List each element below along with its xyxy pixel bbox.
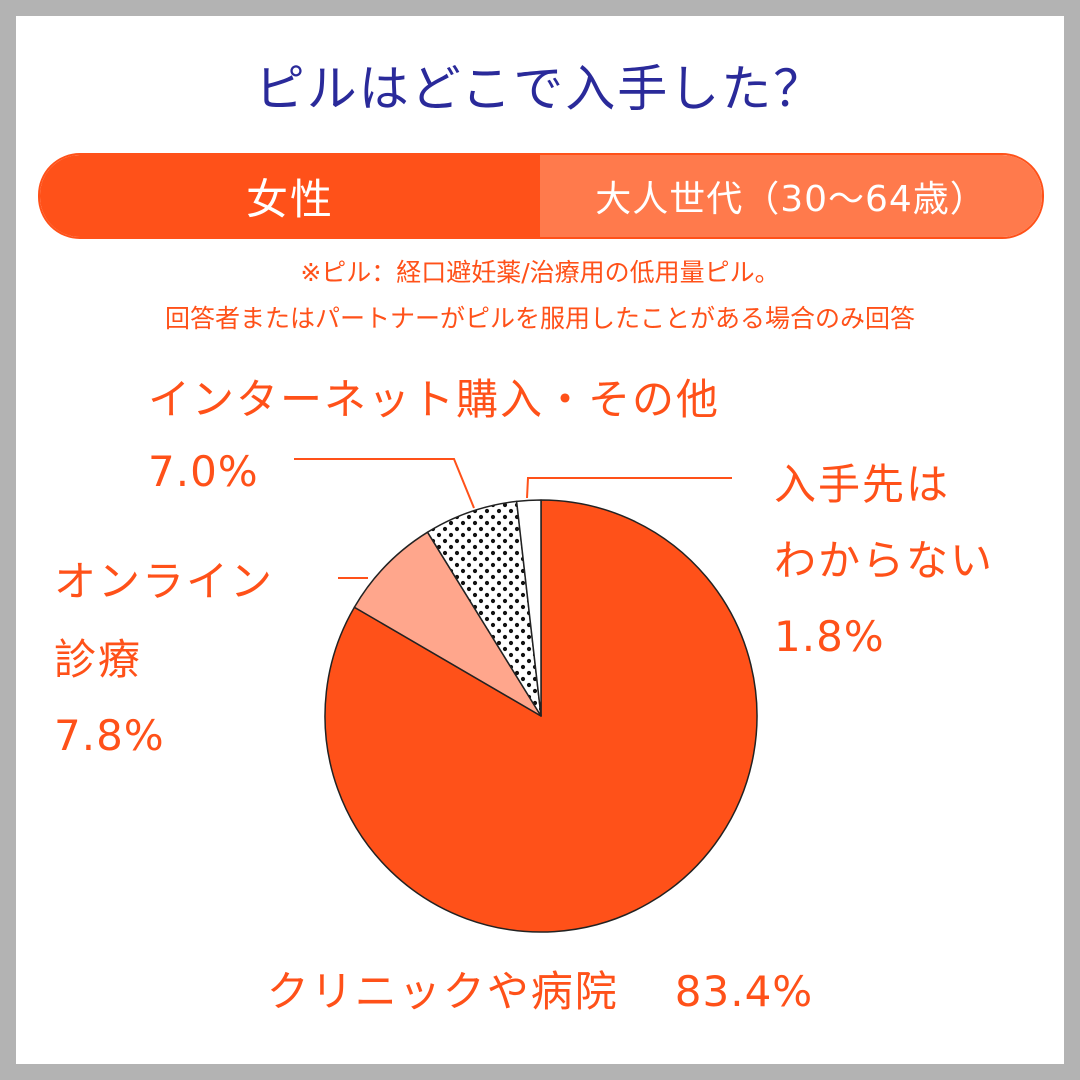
label-unknown-name-1: 入手先は	[774, 460, 951, 509]
footnote-definition: ※ピル：経口避妊薬/治療用の低用量ピル。	[300, 258, 780, 287]
label-internet-value: 7.0%	[148, 447, 259, 496]
leader-line-unknown	[526, 477, 732, 499]
label-clinic: クリニックや病院 83.4%	[16, 971, 1064, 1013]
slice-unknown	[515, 499, 542, 717]
label-unknown: 入手先は わからない 1.8%	[774, 464, 994, 658]
segment-banner: 女性 大人世代（30～64歳）	[38, 153, 1044, 239]
slice-online	[353, 531, 542, 717]
label-unknown-name-2: わからない	[774, 536, 995, 585]
label-online-value: 7.8%	[54, 711, 165, 760]
label-online-name-1: オンライン	[54, 557, 275, 606]
label-internet-name: インターネット購入・その他	[148, 375, 721, 424]
segment-age-group: 大人世代（30～64歳）	[540, 155, 1042, 237]
label-clinic-value: 83.4%	[674, 967, 814, 1016]
segment-gender: 女性	[40, 155, 540, 237]
chart-title: ピルはどこで入手した？	[254, 60, 826, 118]
label-online: オンライン 診療 7.8%	[54, 561, 274, 757]
pie-chart	[294, 458, 758, 933]
footnote-condition: 回答者またはパートナーがピルを服用したことがある場合のみ回答	[164, 304, 915, 333]
label-unknown-value: 1.8%	[774, 612, 885, 661]
label-clinic-name: クリニックや病院	[266, 967, 619, 1016]
infographic-card: ピルはどこで入手した？ 女性 大人世代（30～64歳） ※ピル：経口避妊薬/治療…	[16, 16, 1064, 1064]
label-internet: インターネット購入・その他 7.0%	[148, 379, 720, 493]
leader-line-internet	[294, 458, 475, 509]
label-online-name-2: 診療	[54, 635, 143, 684]
